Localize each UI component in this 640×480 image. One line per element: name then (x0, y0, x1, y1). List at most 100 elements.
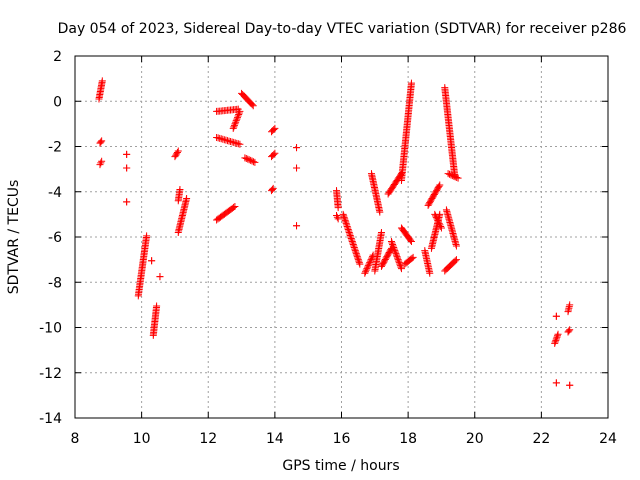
data-point (231, 202, 239, 210)
data-point (230, 123, 238, 131)
x-tick-label: 12 (199, 431, 217, 447)
data-point (394, 256, 402, 264)
data-point (97, 138, 105, 146)
grid-lines (75, 56, 608, 418)
data-point (268, 185, 276, 193)
data-point (392, 250, 400, 258)
data-point (234, 112, 242, 120)
data-point (396, 262, 404, 270)
data-point (245, 156, 253, 164)
y-tick-label: -14 (39, 411, 62, 427)
data-point (566, 381, 574, 389)
x-tick-label: 18 (399, 431, 417, 447)
data-point (377, 228, 385, 236)
data-point (271, 124, 279, 132)
data-point (346, 231, 354, 239)
data-point (364, 262, 372, 270)
data-point (362, 268, 370, 276)
data-point (452, 242, 460, 250)
data-point (409, 253, 417, 261)
data-point (451, 173, 459, 181)
data-point (334, 215, 342, 223)
data-point (249, 102, 257, 110)
data-point (446, 170, 454, 178)
data-points (95, 77, 574, 389)
y-tick-label: -10 (39, 321, 62, 337)
data-point (233, 114, 241, 122)
data-point (98, 157, 106, 165)
data-point (346, 230, 354, 238)
data-point (340, 213, 348, 221)
data-point (271, 149, 279, 157)
x-tick-label: 14 (266, 431, 284, 447)
data-point (426, 269, 434, 277)
data-point (553, 333, 561, 341)
data-point (361, 269, 369, 277)
y-tick-label: -12 (39, 366, 62, 382)
data-point (453, 174, 461, 182)
data-point (388, 239, 396, 247)
data-point (352, 250, 360, 258)
data-point (241, 154, 249, 162)
y-axis-label: SDTVAR / TECUs (6, 180, 22, 295)
data-point (349, 241, 357, 249)
data-point (351, 247, 359, 255)
data-point (333, 212, 341, 220)
data-point (390, 245, 398, 253)
data-point (552, 379, 560, 387)
data-point (552, 312, 560, 320)
data-point (233, 115, 241, 123)
data-point (390, 244, 398, 252)
data-point (392, 251, 400, 259)
y-tick-label: 0 (53, 94, 62, 110)
data-point (340, 212, 348, 220)
x-tick-label: 20 (466, 431, 484, 447)
data-point (123, 150, 131, 158)
data-point (352, 248, 360, 256)
data-point (436, 221, 444, 229)
data-point (353, 253, 361, 261)
data-point (176, 185, 184, 193)
data-point (435, 182, 443, 190)
data-point (364, 263, 372, 271)
data-point (270, 126, 278, 134)
data-point (450, 172, 458, 180)
data-point (407, 79, 415, 87)
data-point (362, 266, 370, 274)
data-point (347, 233, 355, 241)
data-point (347, 235, 355, 243)
data-point (366, 259, 374, 267)
data-point (389, 241, 397, 249)
data-point (232, 117, 240, 125)
x-tick-label: 16 (333, 431, 351, 447)
data-point (349, 239, 357, 247)
data-point (148, 257, 156, 265)
y-tick-label: -8 (48, 275, 62, 291)
data-point (293, 222, 301, 230)
x-tick-label: 24 (599, 431, 617, 447)
data-point (389, 242, 397, 250)
data-point (566, 301, 574, 309)
data-point (345, 228, 353, 236)
chart-title: Day 054 of 2023, Sidereal Day-to-day VTE… (58, 21, 627, 37)
data-point (235, 109, 243, 117)
data-point (334, 204, 342, 212)
data-point (339, 210, 347, 218)
y-tick-label: -2 (48, 140, 62, 156)
data-point (348, 236, 356, 244)
data-point (397, 263, 405, 271)
data-point (143, 232, 151, 240)
y-tick-label: -6 (48, 230, 62, 246)
data-point (552, 336, 560, 344)
data-point (344, 225, 352, 233)
data-point (391, 248, 399, 256)
data-point (353, 251, 361, 259)
data-point (230, 203, 238, 211)
y-tick-labels: 2 0 -2 -4 -6 -8 -10 -12 -14 (39, 49, 62, 427)
data-point (242, 154, 250, 162)
data-point (553, 332, 561, 340)
data-point (96, 161, 104, 169)
data-point (432, 212, 440, 220)
data-point (565, 327, 573, 335)
